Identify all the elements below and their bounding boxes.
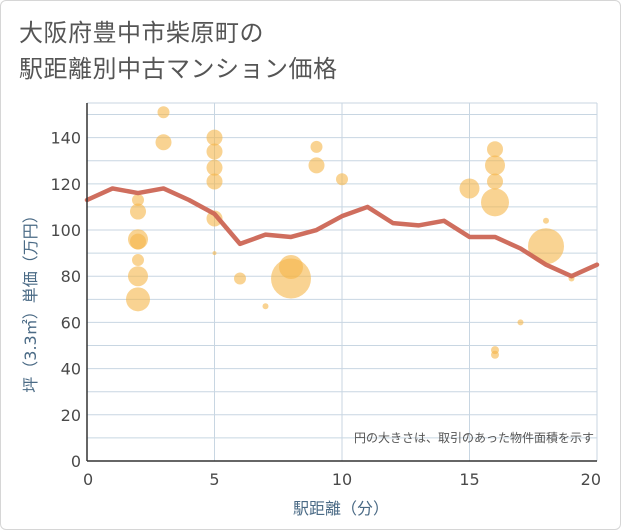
bubble-point — [206, 129, 223, 146]
bubble-point — [485, 155, 505, 176]
y-tick-label: 100 — [50, 221, 81, 240]
bubble-point — [234, 272, 246, 285]
bubble-point — [310, 140, 323, 153]
bubble-point — [481, 188, 509, 217]
bubble-point — [517, 319, 524, 326]
y-axis-label: 坪（3.3㎡）単価（万円） — [21, 207, 40, 392]
bubble-point — [459, 178, 480, 199]
bubble-point — [206, 143, 223, 160]
x-tick-label: 20 — [581, 470, 601, 489]
y-tick-label: 0 — [71, 452, 81, 471]
chart-title: 大阪府豊中市柴原町の 駅距離別中古マンション価格 — [19, 15, 338, 87]
y-tick-label: 40 — [61, 360, 81, 379]
bubble-size-note: 円の大きさは、取引のあった物件面積を示す — [354, 430, 594, 445]
bubble-point — [262, 303, 269, 310]
bubble-point — [487, 173, 503, 190]
bubble-point — [206, 210, 223, 227]
bubble-point — [308, 157, 325, 174]
bubble-point — [528, 228, 564, 265]
x-axis-label: 駅距離（分） — [293, 499, 389, 518]
y-tick-label: 20 — [61, 406, 81, 425]
bubble-point — [132, 254, 144, 267]
x-tick-label: 10 — [332, 470, 352, 489]
tick-labels: 0 20 40 60 80 100 120 140 0 5 10 15 20 — [50, 129, 601, 489]
bubble-series — [126, 106, 575, 359]
x-tick-label: 5 — [209, 470, 219, 489]
x-tick-label: 0 — [83, 470, 93, 489]
bubble-point — [212, 251, 217, 256]
grid-lines — [87, 102, 598, 461]
bubble-point — [206, 173, 223, 190]
y-tick-label: 60 — [61, 313, 81, 332]
bubble-point — [336, 173, 348, 186]
bubble-point — [491, 346, 499, 355]
bubble-point — [155, 134, 172, 151]
y-tick-label: 140 — [50, 129, 81, 148]
bubble-point — [126, 287, 150, 312]
bubble-point — [206, 159, 223, 176]
y-tick-label: 80 — [61, 267, 81, 286]
average-price-line — [84, 186, 600, 279]
bubble-point — [128, 229, 148, 250]
bubble-point — [128, 266, 148, 287]
average-line-series — [84, 186, 600, 279]
bubble-point — [130, 203, 146, 220]
bubble-point — [157, 106, 170, 119]
x-tick-label: 15 — [459, 470, 479, 489]
bubble-point — [543, 217, 549, 224]
bubble-point — [279, 254, 303, 279]
bubble-point — [132, 194, 144, 207]
chart-title-line-1: 大阪府豊中市柴原町の — [19, 19, 264, 47]
bubble-point — [487, 141, 503, 158]
chart-title-line-2: 駅距離別中古マンション価格 — [19, 55, 338, 83]
y-tick-label: 120 — [50, 175, 81, 194]
axes — [86, 103, 597, 462]
